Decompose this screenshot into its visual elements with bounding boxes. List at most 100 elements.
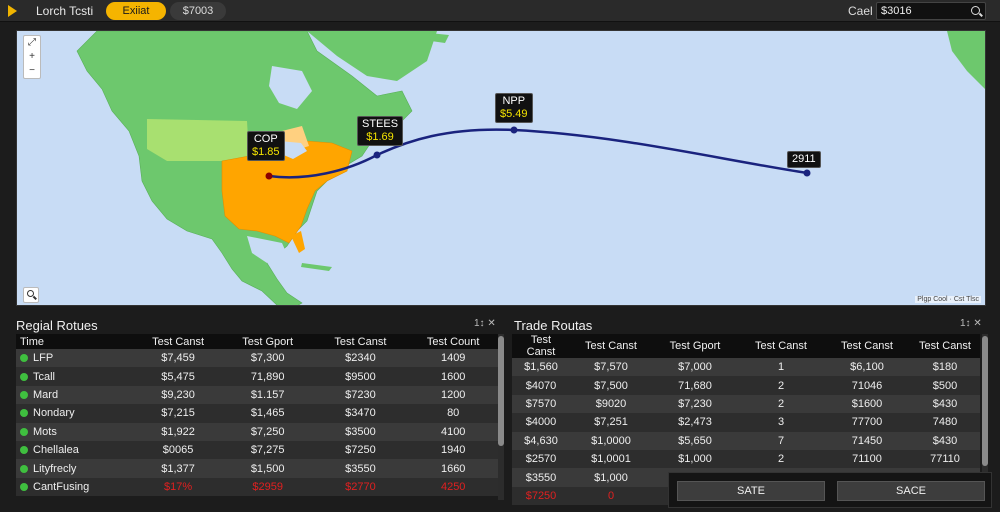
table-cell: $7,250 <box>222 422 313 441</box>
table-cell: $3550 <box>512 468 570 487</box>
table-cell: $1,500 <box>222 459 313 478</box>
zoom-control[interactable]: ⤢ + − <box>23 35 41 79</box>
table-row[interactable]: Nondary $7,215 $1,465 $3470 80 <box>16 404 498 423</box>
table-cell: 1940 <box>408 440 498 460</box>
column-header[interactable]: Test Canst <box>738 334 824 358</box>
table-cell: $17% <box>133 477 223 497</box>
table-cell: $1,922 <box>133 422 223 441</box>
table-row[interactable]: LFP $7,459 $7,300 $2340 1409 <box>16 349 498 368</box>
table-row[interactable]: $7570 $9020 $7,230 2 $1600 $430 <box>512 394 980 414</box>
route-node-stees <box>373 151 381 159</box>
table-row[interactable]: $4,630 $1,0000 $5,650 7 71450 $430 <box>512 431 980 450</box>
marker-label-2911[interactable]: 2911 <box>787 151 821 168</box>
table-cell: $430 <box>910 394 980 414</box>
scrollbar-thumb[interactable] <box>498 336 504 446</box>
column-header[interactable]: Test Gport <box>652 334 738 358</box>
great-lakes <box>279 141 307 159</box>
regional-table: Time Test Canst Test Gport Test Canst Te… <box>16 334 498 497</box>
column-header[interactable]: Time <box>16 334 134 349</box>
status-dot-icon <box>20 372 28 381</box>
cuba-island <box>301 263 332 271</box>
regional-routes-panel: Regial Rotues 1↕ ✕ Time Test Canst Test … <box>12 314 506 504</box>
marker-label-npp[interactable]: NPP $5.49 <box>495 93 533 123</box>
panel-controls[interactable]: 1↕ ✕ <box>474 318 496 329</box>
table-cell: $7,500 <box>570 376 652 395</box>
column-header[interactable]: Test Canst <box>133 334 223 349</box>
route-name: Tcall <box>33 370 56 383</box>
play-icon[interactable] <box>8 5 17 17</box>
route-name: CantFusing <box>33 480 90 493</box>
save-button[interactable]: SATE <box>677 481 825 501</box>
route-name: Chellalea <box>33 444 79 457</box>
table-cell: $4070 <box>512 376 570 395</box>
fullscreen-icon[interactable]: ⤢ <box>28 37 36 48</box>
route-name: Nondary <box>33 407 75 420</box>
value-pill[interactable]: $7003 <box>170 2 226 20</box>
map-search-button[interactable] <box>23 287 39 303</box>
route-name-cell: LFP <box>16 349 134 368</box>
table-cell: 1600 <box>408 367 498 386</box>
table-cell: $1,465 <box>222 404 313 423</box>
marker-price: $5.49 <box>500 108 528 120</box>
column-header[interactable]: Test Canst <box>910 334 980 358</box>
table-row[interactable]: $4000 $7,251 $2,473 3 77700 7480 <box>512 413 980 432</box>
table-cell: $1,000 <box>570 468 652 487</box>
table-cell: $2340 <box>312 349 409 368</box>
column-header[interactable]: Test Gport <box>222 334 313 349</box>
column-header[interactable]: Test Canst <box>312 334 409 349</box>
table-cell: $3500 <box>312 422 409 441</box>
save-alt-button[interactable]: SACE <box>837 481 985 501</box>
panel-controls[interactable]: 1↕ ✕ <box>960 318 982 329</box>
column-header[interactable]: Test Canst <box>824 334 910 358</box>
route-name-cell: Chellalea <box>16 440 134 460</box>
table-row[interactable]: Mard $9,230 $1.157 $7230 1200 <box>16 385 498 405</box>
marker-label-cop[interactable]: COP $1.85 <box>247 131 285 161</box>
status-dot-icon <box>20 390 28 399</box>
status-dot-icon <box>20 464 28 473</box>
table-row[interactable]: Lityfrecly $1,377 $1,500 $3550 1660 <box>16 459 498 478</box>
scrollbar[interactable] <box>982 334 988 500</box>
table-cell: $3550 <box>312 459 409 478</box>
table-row[interactable]: Chellalea $0065 $7,275 $7250 1940 <box>16 440 498 460</box>
table-row[interactable]: $1,560 $7,570 $7,000 1 $6,100 $180 <box>512 358 980 377</box>
table-cell: 77700 <box>824 413 910 432</box>
table-row[interactable]: Mots $1,922 $7,250 $3500 4100 <box>16 422 498 441</box>
status-dot-icon <box>20 354 28 363</box>
marker-label-stees[interactable]: STEES $1.69 <box>357 116 404 146</box>
tab-active[interactable]: Exiiat <box>106 2 166 20</box>
zoom-in-button[interactable]: + <box>29 51 35 62</box>
table-row[interactable]: $4070 $7,500 71,680 2 71046 $500 <box>512 376 980 395</box>
table-row[interactable]: Tcall $5,475 71,890 $9500 1600 <box>16 367 498 386</box>
column-header[interactable]: Test Canst <box>570 334 652 358</box>
hudson-bay <box>269 66 312 109</box>
table-cell: $7250 <box>512 486 570 506</box>
status-dot-icon <box>20 446 28 455</box>
route-name-cell: Mots <box>16 422 134 441</box>
table-cell: 1660 <box>408 459 498 478</box>
map-canvas <box>76 31 985 305</box>
map-view[interactable]: ⤢ + − COP $1.85 STEES $1.69 NPP $5.49 29… <box>16 30 986 306</box>
scrollbar-thumb[interactable] <box>982 336 988 466</box>
search-input[interactable] <box>881 4 967 18</box>
column-header[interactable]: Test Count <box>408 334 498 349</box>
table-cell: $9,230 <box>133 385 223 405</box>
action-bar: SATE SACE <box>668 472 992 508</box>
table-cell: $1,560 <box>512 358 570 377</box>
table-cell: 77110 <box>910 449 980 469</box>
column-header[interactable]: Test Canst <box>512 334 570 358</box>
table-row[interactable]: $2570 $1,0001 $1,000 2 71100 77110 <box>512 449 980 469</box>
table-cell: $7,275 <box>222 440 313 460</box>
route-node-npp <box>510 126 518 134</box>
search-box[interactable] <box>876 2 986 20</box>
table-cell: 1409 <box>408 349 498 368</box>
zoom-out-button[interactable]: − <box>29 65 35 76</box>
table-cell: 71,890 <box>222 367 313 386</box>
route-name: LFP <box>33 352 54 365</box>
scrollbar[interactable] <box>498 334 504 500</box>
table-cell: $6,100 <box>824 358 910 377</box>
search-icon[interactable] <box>971 6 980 15</box>
panel-title: Trade Routas <box>514 318 593 333</box>
table-row[interactable]: CantFusing $17% $2959 $2770 4250 <box>16 477 498 497</box>
route-node-2911 <box>803 169 811 177</box>
